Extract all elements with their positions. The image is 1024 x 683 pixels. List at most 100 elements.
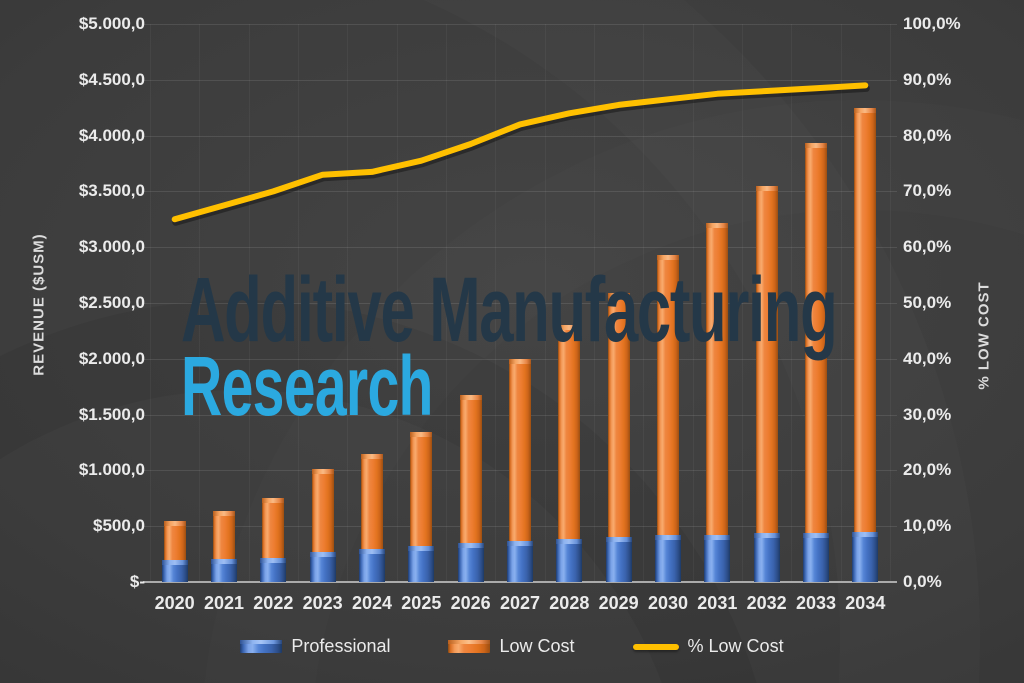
bar-segment-low-cost-2025 (410, 432, 433, 546)
right-axis-tick-label: 10,0% (903, 516, 952, 536)
bar-segment-low-cost-2022 (262, 498, 285, 558)
bar-segment-professional-2024 (359, 548, 385, 582)
gridline-vertical (150, 24, 151, 582)
bar-segment-low-cost-2031 (706, 222, 729, 535)
x-axis-tick-label: 2025 (401, 593, 442, 613)
left-axis-tick-label: $3.500,0 (78, 181, 145, 201)
right-axis-tick-label: 40,0% (903, 348, 952, 368)
right-axis-title: % LOW COST (975, 281, 993, 390)
left-axis-tick-label: $4.000,0 (78, 125, 145, 145)
gridline-horizontal (143, 135, 897, 137)
bar-segment-professional-2025 (408, 545, 435, 582)
bar-segment-low-cost-2026 (459, 394, 482, 544)
bar-segment-low-cost-2021 (213, 510, 235, 559)
right-axis-tick-label: 0,0% (903, 572, 942, 591)
bar-segment-professional-2031 (704, 534, 731, 582)
left-axis-tick-label: $- (129, 572, 145, 591)
x-axis-tick-label: 2023 (302, 593, 343, 613)
left-axis-tick-label: $1.000,0 (78, 460, 145, 480)
x-axis-tick-label: 2022 (253, 593, 294, 613)
x-axis-tick-label: 2030 (647, 593, 689, 613)
x-axis-tick-label: 2026 (450, 593, 491, 613)
x-axis-tick-label: 2028 (549, 593, 590, 613)
bar-segment-low-cost-2034 (854, 107, 877, 532)
bar-segment-low-cost-2023 (311, 469, 334, 553)
bar-segment-low-cost-2030 (657, 255, 679, 536)
left-axis-tick-label: $1.500,0 (78, 404, 145, 424)
x-axis-tick-label: 2032 (746, 593, 787, 613)
gridline-horizontal (143, 191, 897, 193)
bar-segment-professional-2021 (211, 558, 237, 582)
bar-segment-professional-2034 (852, 531, 879, 582)
right-axis-tick-label: 30,0% (903, 404, 952, 424)
left-axis-tick-label: $4.500,0 (78, 69, 145, 89)
bar-segment-professional-2029 (605, 537, 632, 582)
x-axis-tick-label: 2021 (203, 593, 245, 613)
right-axis-tick-label: 100,0% (903, 14, 961, 33)
gridline-vertical (692, 24, 694, 582)
bar-segment-professional-2026 (457, 543, 484, 582)
bar-segment-professional-2020 (161, 560, 188, 582)
gridline-vertical (890, 24, 891, 582)
x-axis-tick-label: 2029 (598, 593, 639, 613)
bar-segment-professional-2022 (260, 558, 287, 582)
gridline-vertical (495, 24, 497, 582)
bar-segment-low-cost-2024 (361, 453, 383, 549)
legend: Professional Low Cost % Low Cost (0, 636, 1024, 657)
gridline-vertical (396, 24, 398, 582)
bar-segment-low-cost-2020 (163, 521, 186, 561)
gridline-vertical (248, 24, 250, 582)
bar-segment-professional-2023 (309, 552, 336, 582)
professional-swatch-icon (240, 640, 283, 653)
gridline-vertical (840, 24, 842, 582)
bar-segment-professional-2033 (803, 532, 829, 582)
legend-item-low-cost: Low Cost (448, 636, 575, 657)
left-axis-tick-label: $500,0 (93, 516, 145, 536)
right-axis-tick-label: 90,0% (903, 69, 952, 89)
right-axis-tick-label: 70,0% (903, 181, 952, 201)
right-axis-tick-label: 80,0% (903, 125, 952, 145)
x-axis-line (143, 581, 897, 583)
left-axis-tick-label: $5.000,0 (78, 14, 145, 33)
x-axis-tick-label: 2033 (795, 593, 837, 613)
bar-segment-low-cost-2028 (558, 325, 581, 540)
right-axis-tick-label: 60,0% (903, 237, 952, 257)
watermark-line1: Additive Manufacturing (181, 259, 838, 361)
gridline-vertical (594, 24, 595, 582)
x-axis-tick-label: 2031 (697, 593, 738, 613)
left-axis-tick-label: $3.000,0 (78, 237, 145, 257)
x-axis-tick-label: 2027 (499, 593, 541, 613)
gridline-vertical (791, 24, 793, 582)
pct-low-cost-swatch-icon (632, 643, 679, 650)
bar-segment-professional-2032 (753, 533, 780, 582)
bar-segment-professional-2027 (507, 540, 533, 582)
x-axis-tick-label: 2024 (351, 593, 393, 613)
legend-item-pct-low-cost: % Low Cost (632, 636, 784, 657)
gridline-vertical (742, 24, 743, 582)
gridline-vertical (347, 24, 349, 582)
right-axis-tick-label: 50,0% (903, 293, 952, 312)
bar-segment-professional-2028 (556, 539, 583, 582)
legend-item-professional: Professional (240, 636, 390, 657)
legend-label-low-cost: Low Cost (499, 636, 575, 656)
gridline-horizontal (143, 247, 897, 249)
gridline-vertical (298, 24, 299, 582)
x-axis-tick-label: 2020 (154, 593, 195, 613)
watermark-line2: Research (181, 339, 433, 433)
low-cost-swatch-icon (448, 640, 491, 653)
gridline-horizontal (143, 303, 897, 304)
gridline-horizontal (143, 79, 897, 81)
legend-label-professional: Professional (291, 636, 391, 656)
right-axis-tick-label: 20,0% (903, 460, 952, 480)
bar-segment-professional-2030 (655, 535, 681, 582)
left-axis-tick-label: $2.000,0 (78, 348, 145, 368)
gridline-vertical (199, 24, 201, 582)
legend-label-pct-low-cost: % Low Cost (687, 636, 784, 656)
bar-segment-low-cost-2027 (509, 358, 531, 541)
bar-segment-low-cost-2029 (607, 292, 630, 538)
gridline-vertical (643, 24, 645, 582)
gridline-vertical (544, 24, 546, 582)
gridline-horizontal (143, 24, 897, 25)
left-axis-tick-label: $2.500,0 (78, 293, 145, 312)
